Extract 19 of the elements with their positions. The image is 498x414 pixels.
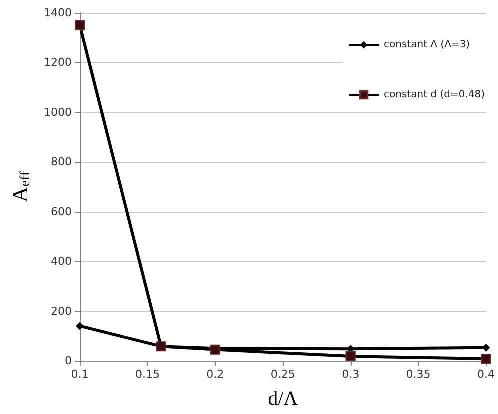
x-tick-label: 0.15 [135, 368, 160, 381]
x-tick-label: 0.2 [206, 368, 224, 381]
y-tick-label: 0 [65, 354, 72, 368]
y-tick-label: 400 [51, 255, 72, 268]
y-tick-label: 1400 [44, 6, 72, 20]
y-tick-label: 800 [51, 156, 72, 169]
y-tick-label: 200 [51, 304, 72, 318]
legend-label: constant d (d=0.48) [384, 90, 486, 100]
y-tick-label: 1200 [44, 56, 72, 70]
x-tick-label: 0.4 [478, 368, 496, 381]
y-tick-label: 1000 [44, 106, 72, 119]
y-axis-title: Aeff [8, 171, 34, 203]
x-tick-label: 0.25 [270, 368, 296, 381]
y-tick-label: 600 [51, 205, 72, 218]
legend-label: constant Λ (Λ=3) [384, 40, 470, 50]
x-axis-title: d/Λ [268, 388, 299, 410]
x-tick-label: 0.35 [406, 368, 431, 381]
x-tick-label: 0.1 [71, 368, 89, 381]
x-tick-label: 0.3 [342, 368, 360, 381]
